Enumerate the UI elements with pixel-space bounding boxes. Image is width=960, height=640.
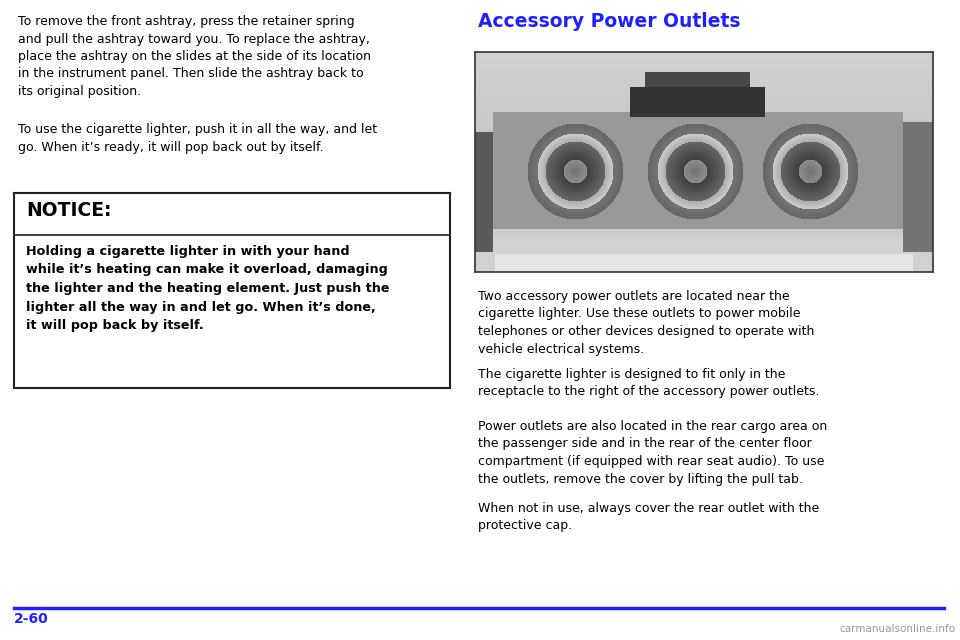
- Text: Power outlets are also located in the rear cargo area on
the passenger side and : Power outlets are also located in the re…: [478, 420, 828, 486]
- Text: To use the cigarette lighter, push it in all the way, and let
go. When it’s read: To use the cigarette lighter, push it in…: [18, 123, 377, 154]
- Text: The cigarette lighter is designed to fit only in the
receptacle to the right of : The cigarette lighter is designed to fit…: [478, 368, 820, 399]
- Text: 2-60: 2-60: [14, 612, 49, 626]
- Bar: [14, 193, 450, 388]
- Text: NOTICE:: NOTICE:: [26, 201, 111, 220]
- Text: To remove the front ashtray, press the retainer spring
and pull the ashtray towa: To remove the front ashtray, press the r…: [18, 15, 371, 98]
- Text: When not in use, always cover the rear outlet with the
protective cap.: When not in use, always cover the rear o…: [478, 502, 819, 532]
- Text: Holding a cigarette lighter in with your hand
while it’s heating can make it ove: Holding a cigarette lighter in with your…: [26, 245, 390, 332]
- Text: Accessory Power Outlets: Accessory Power Outlets: [478, 12, 740, 31]
- Text: carmanualsonline.info: carmanualsonline.info: [839, 624, 955, 634]
- Text: Two accessory power outlets are located near the
cigarette lighter. Use these ou: Two accessory power outlets are located …: [478, 290, 814, 355]
